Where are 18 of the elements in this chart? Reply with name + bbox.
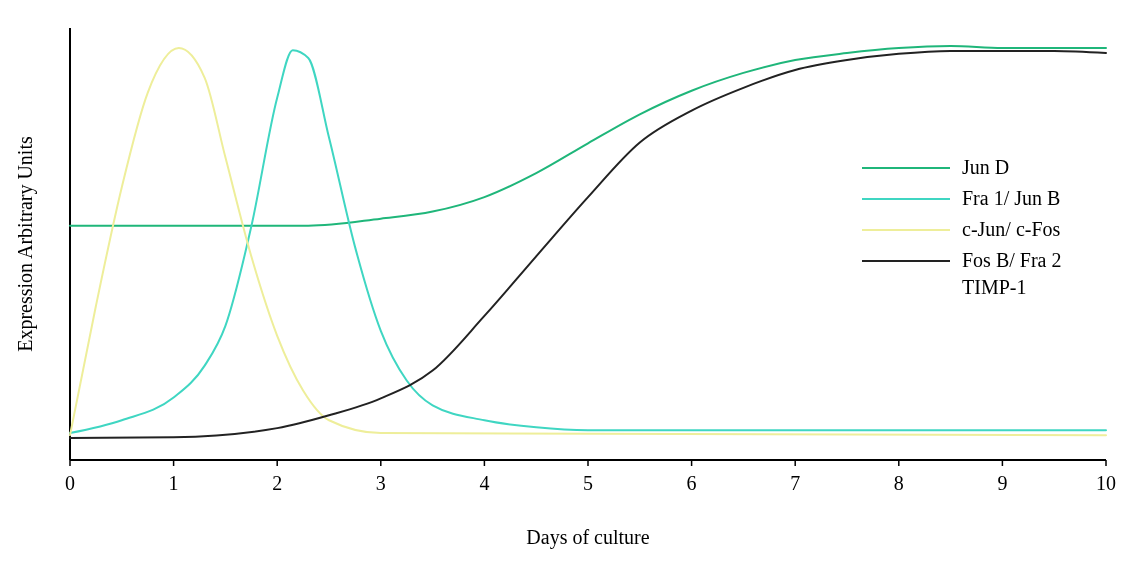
- x-tick-label: 7: [790, 472, 801, 494]
- legend-label: Jun D: [962, 156, 1010, 178]
- x-tick-label: 1: [168, 472, 179, 494]
- x-tick-label: 3: [375, 472, 386, 494]
- x-tick-label: 4: [479, 472, 490, 494]
- x-tick-label: 6: [686, 472, 697, 494]
- legend-label: Fra 1/ Jun B: [962, 187, 1061, 209]
- x-tick-label: 9: [997, 472, 1008, 494]
- x-tick-label: 10: [1096, 472, 1116, 494]
- x-axis-title: Days of culture: [526, 526, 650, 549]
- x-tick-label: 0: [65, 472, 75, 494]
- legend-label: Fos B/ Fra 2: [962, 249, 1062, 271]
- annotation: TIMP-1: [962, 276, 1027, 298]
- x-tick-label: 2: [272, 472, 283, 494]
- x-tick-label: 8: [893, 472, 904, 494]
- legend-label: c-Jun/ c-Fos: [962, 218, 1061, 240]
- x-tick-label: 5: [583, 472, 593, 494]
- y-axis-title: Expression Arbitrary Units: [14, 136, 37, 352]
